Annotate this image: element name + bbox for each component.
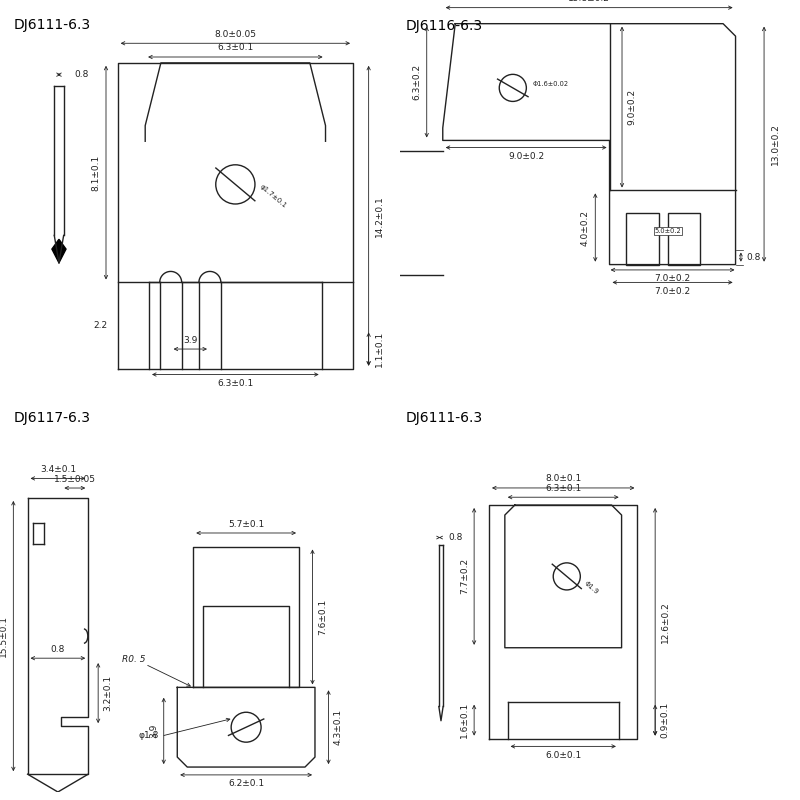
Polygon shape xyxy=(52,239,66,262)
Text: 0.9±0.1: 0.9±0.1 xyxy=(661,702,670,738)
Text: 1.1±0.1: 1.1±0.1 xyxy=(374,331,383,367)
Text: DJ6117-6.3: DJ6117-6.3 xyxy=(14,410,90,425)
Text: φ1.7±0.1: φ1.7±0.1 xyxy=(259,183,288,209)
Text: 3.9: 3.9 xyxy=(150,724,158,738)
Text: 13.0±0.2: 13.0±0.2 xyxy=(770,123,779,165)
Text: R0. 5: R0. 5 xyxy=(122,655,146,665)
Text: 7.6±0.1: 7.6±0.1 xyxy=(318,599,327,635)
Text: 0.8: 0.8 xyxy=(50,645,65,654)
Text: 15.8±0.2: 15.8±0.2 xyxy=(568,0,610,3)
Bar xyxy=(626,213,658,265)
Text: Φ1.6±0.02: Φ1.6±0.02 xyxy=(533,81,569,87)
Text: 9.0±0.2: 9.0±0.2 xyxy=(508,152,544,161)
Text: 6.3±0.1: 6.3±0.1 xyxy=(218,43,254,52)
Text: 8.0±0.05: 8.0±0.05 xyxy=(214,30,256,38)
Text: 5.7±0.1: 5.7±0.1 xyxy=(228,520,264,529)
Text: 6.3±0.2: 6.3±0.2 xyxy=(412,64,422,100)
Text: 8.1±0.1: 8.1±0.1 xyxy=(91,154,100,190)
Text: 3.4±0.1: 3.4±0.1 xyxy=(40,465,76,474)
Text: 6.3±0.1: 6.3±0.1 xyxy=(545,484,582,493)
Text: 8.0±0.1: 8.0±0.1 xyxy=(545,474,582,483)
Text: 5.0±0.2: 5.0±0.2 xyxy=(654,228,682,234)
Text: 6.3±0.1: 6.3±0.1 xyxy=(218,379,254,388)
Text: 1.5±0.05: 1.5±0.05 xyxy=(54,475,96,485)
Text: 7.0±0.2: 7.0±0.2 xyxy=(654,286,690,296)
Text: 6.0±0.1: 6.0±0.1 xyxy=(545,750,582,760)
Text: DJ6116-6.3: DJ6116-6.3 xyxy=(406,18,482,33)
Text: 3.2±0.1: 3.2±0.1 xyxy=(103,675,113,711)
Text: 1.6±0.1: 1.6±0.1 xyxy=(460,702,469,738)
Text: 0.8: 0.8 xyxy=(74,70,89,79)
Text: 7.0±0.2: 7.0±0.2 xyxy=(654,274,690,283)
Text: φ1.8: φ1.8 xyxy=(138,731,158,740)
Text: 4.3±0.1: 4.3±0.1 xyxy=(334,709,343,746)
Text: 0.8: 0.8 xyxy=(449,533,463,542)
Text: 6.2±0.1: 6.2±0.1 xyxy=(228,779,264,788)
Text: 7.7±0.2: 7.7±0.2 xyxy=(460,558,469,594)
Text: DJ6111-6.3: DJ6111-6.3 xyxy=(14,18,91,32)
Text: Φ1.9: Φ1.9 xyxy=(583,580,599,595)
Text: 0.8: 0.8 xyxy=(746,253,761,262)
Text: 9.0±0.2: 9.0±0.2 xyxy=(627,89,636,125)
Text: 12.6±0.2: 12.6±0.2 xyxy=(661,601,670,642)
Text: 4.0±0.2: 4.0±0.2 xyxy=(581,210,590,246)
Text: 14.2±0.1: 14.2±0.1 xyxy=(374,195,383,237)
Text: 15.5±0.1: 15.5±0.1 xyxy=(0,615,8,657)
Text: 3.9: 3.9 xyxy=(183,336,198,345)
Bar xyxy=(668,213,700,265)
Text: DJ6111-6.3: DJ6111-6.3 xyxy=(406,410,482,425)
Text: 2.2: 2.2 xyxy=(94,321,108,330)
